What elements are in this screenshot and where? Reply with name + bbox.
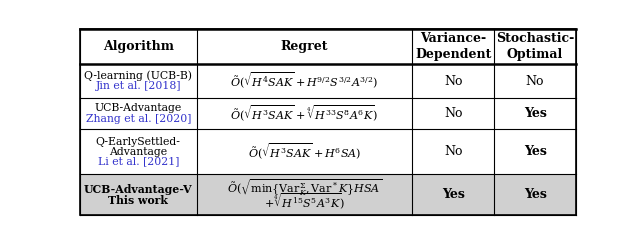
Text: Q-EarlySettled-: Q-EarlySettled- [96,137,180,147]
Text: Yes: Yes [524,107,547,120]
Bar [80,29,196,64]
Text: This work: This work [108,195,168,206]
Bar [412,129,494,174]
Text: Zhang et al. [2020]: Zhang et al. [2020] [86,114,191,124]
Text: UCB-Advantage: UCB-Advantage [95,103,182,113]
Bar [494,129,576,174]
Text: No: No [444,75,463,88]
Bar [80,174,196,215]
Text: Advantage: Advantage [109,147,167,157]
Text: $\tilde{O}(\sqrt{H^3SAK} + \sqrt[4]{H^{33}S^8A^6K})$: $\tilde{O}(\sqrt{H^3SAK} + \sqrt[4]{H^{3… [230,104,379,124]
Text: Li et al. [2021]: Li et al. [2021] [97,157,179,166]
Bar [196,64,412,98]
Bar [494,174,576,215]
Text: Jin et al. [2018]: Jin et al. [2018] [95,82,181,91]
Bar [412,174,494,215]
Text: Algorithm: Algorithm [103,40,174,53]
Text: Yes: Yes [442,188,465,201]
Text: Yes: Yes [524,145,547,158]
Text: $\tilde{O}(\sqrt{\min\{\mathrm{Var}_K^{\Sigma}, \mathrm{Var}^*K\}HSA}$: $\tilde{O}(\sqrt{\min\{\mathrm{Var}_K^{\… [227,178,382,198]
Bar [196,129,412,174]
Text: Stochastic-
Optimal: Stochastic- Optimal [496,32,574,61]
Text: $\tilde{O}(\sqrt{H^3SAK} + H^6SA)$: $\tilde{O}(\sqrt{H^3SAK} + H^6SA)$ [248,142,361,162]
Text: Variance-
Dependent: Variance- Dependent [415,32,492,61]
Text: Q-learning (UCB-B): Q-learning (UCB-B) [84,70,192,81]
Text: Yes: Yes [524,188,547,201]
Bar [494,98,576,129]
Bar [412,64,494,98]
Text: UCB-Advantage-V: UCB-Advantage-V [84,184,193,195]
Text: No: No [444,107,463,120]
Bar [80,129,196,174]
Bar [196,29,412,64]
Bar [80,64,196,98]
Bar [412,98,494,129]
Bar [494,29,576,64]
Bar [494,64,576,98]
Bar [196,174,412,215]
Bar [196,98,412,129]
Bar [412,29,494,64]
Text: No: No [444,145,463,158]
Text: Regret: Regret [281,40,328,53]
Bar [80,98,196,129]
Text: No: No [526,75,545,88]
Text: $+\sqrt[4]{H^{15}S^5A^3K})$: $+\sqrt[4]{H^{15}S^5A^3K})$ [264,192,345,212]
Text: $\tilde{O}(\sqrt{H^4SAK} + H^{9/2}S^{3/2}A^{3/2})$: $\tilde{O}(\sqrt{H^4SAK} + H^{9/2}S^{3/2… [230,71,378,91]
